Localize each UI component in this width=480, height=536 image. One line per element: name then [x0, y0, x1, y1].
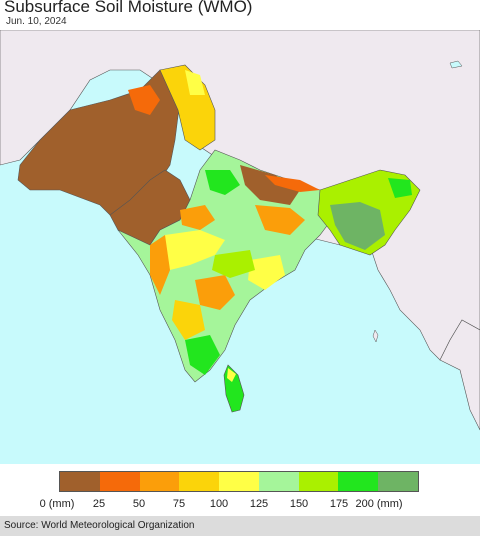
legend-color-bar: [59, 471, 419, 492]
source-text: Source: World Meteorological Organizatio…: [4, 520, 195, 531]
lake-issyk: [449, 60, 463, 69]
island-andaman: [372, 329, 379, 343]
legend-swatch: [179, 472, 220, 491]
patch-central-orange: [180, 205, 215, 230]
legend-swatch: [338, 472, 379, 491]
patch-northeast-bright: [388, 178, 412, 198]
patch-deccan-orange: [195, 275, 235, 310]
patch-central-yellow: [165, 230, 225, 270]
legend-tick-label: 75: [172, 498, 186, 510]
legend-swatch: [139, 472, 180, 491]
patch-ganga-green: [205, 170, 240, 195]
patch-north-orange: [128, 85, 160, 115]
map-title: Subsurface Soil Moisture (WMO): [4, 0, 253, 16]
legend-tick-label: 200 (mm): [355, 498, 403, 510]
legend-swatch: [298, 472, 339, 491]
source-footer: Source: World Meteorological Organizatio…: [0, 516, 480, 536]
legend-tick-label: 100: [209, 498, 229, 510]
map-date: Jun. 10, 2024: [6, 16, 67, 27]
soil-moisture-map: [0, 30, 480, 464]
legend-swatch: [378, 472, 419, 491]
patch-ganga-orange: [255, 205, 305, 235]
legend-tick-label: 50: [132, 498, 146, 510]
patch-north-yellow: [185, 70, 205, 95]
patch-south-green: [185, 335, 220, 375]
patch-east-coast-yellow: [248, 255, 285, 290]
legend-tick-label: 125: [249, 498, 269, 510]
legend-swatch: [60, 472, 100, 491]
legend-tick-label: 0 (mm): [39, 498, 75, 510]
legend-swatch: [258, 472, 299, 491]
southeast-asia-land: [439, 319, 480, 431]
patch-deccan-yellow: [172, 300, 205, 340]
legend-swatch: [99, 472, 140, 491]
patch-ganga-brown: [240, 165, 300, 205]
patch-sri-lanka-yellow: [227, 368, 236, 382]
patch-nepal-orange: [265, 175, 320, 192]
patch-northeast-grey-green: [330, 202, 385, 250]
legend-tick-label: 150: [289, 498, 309, 510]
legend-swatch: [219, 472, 259, 491]
patch-central-green: [212, 250, 255, 278]
legend-tick-label: 25: [92, 498, 106, 510]
legend: 0 (mm) 25 50 75 100 125 150 175 200 (mm): [0, 466, 480, 516]
legend-tick-label: 175: [329, 498, 349, 510]
